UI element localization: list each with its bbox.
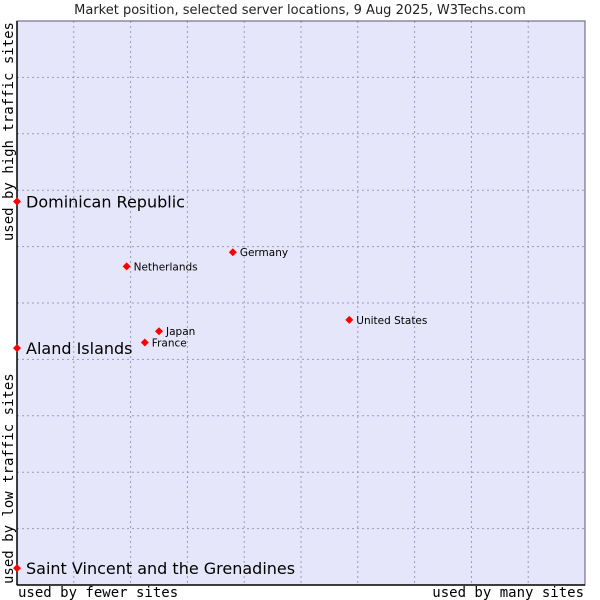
point-japan-marker bbox=[155, 327, 163, 336]
point-france-marker bbox=[140, 338, 149, 347]
point-netherlands-marker bbox=[122, 262, 131, 271]
y-axis-label-bottom: used by low traffic sites bbox=[1, 373, 17, 584]
point-aland-islands-label: Aland Islands bbox=[26, 339, 133, 358]
chart-title: Market position, selected server locatio… bbox=[74, 3, 526, 18]
point-dominican-republic-marker bbox=[13, 197, 21, 206]
point-saint-vincent-and-the-grenadines-label: Saint Vincent and the Grenadines bbox=[26, 559, 295, 578]
data-points: United States Germany Netherlands JapanFran… bbox=[13, 192, 427, 578]
axes bbox=[16, 20, 586, 586]
point-germany-label: Germany bbox=[240, 247, 288, 259]
x-axis-label-left: used by fewer sites bbox=[18, 585, 178, 600]
point-dominican-republic-label: Dominican Republic bbox=[26, 192, 185, 211]
point-united-states-marker bbox=[345, 315, 354, 324]
point-japan-label: Japan bbox=[165, 326, 195, 338]
point-netherlands-label: Netherlands bbox=[134, 261, 198, 273]
point-france-label: France bbox=[152, 337, 187, 349]
point-aland-islands-marker bbox=[13, 344, 21, 353]
point-united-states-label: United States bbox=[356, 315, 427, 327]
y-axis-label-top: used by high traffic sites bbox=[1, 22, 17, 241]
grid bbox=[17, 21, 585, 585]
point-saint-vincent-and-the-grenadines-marker bbox=[13, 564, 21, 573]
x-axis-label-right: used by many sites bbox=[432, 585, 584, 600]
point-germany-marker bbox=[228, 248, 237, 257]
